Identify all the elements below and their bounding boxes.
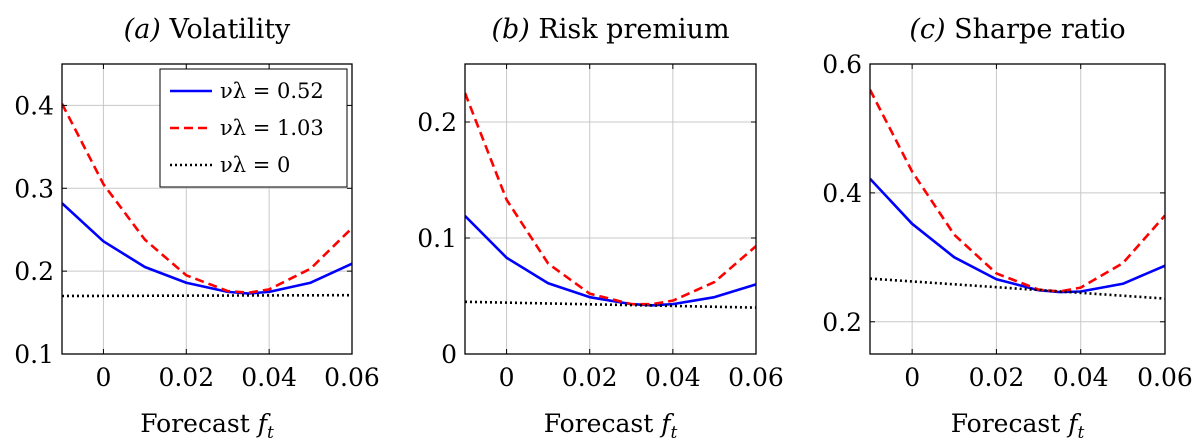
- series-line-0: [870, 177, 1165, 294]
- plot-frame: [464, 63, 757, 355]
- panel-title: (b) Risk premium: [491, 14, 729, 45]
- x-axis-label-symbol: f: [659, 409, 674, 438]
- series-line-2: [62, 293, 352, 298]
- y-tick-label: 0.1: [417, 224, 457, 253]
- x-tick-label: 0.06: [728, 363, 784, 392]
- plot-frame: [61, 63, 353, 355]
- x-tick-label: 0.04: [1053, 363, 1109, 392]
- legend-entry-2: νλ = 0: [220, 153, 290, 177]
- legend-entry-0: νλ = 0.52: [220, 79, 324, 103]
- series-line-1: [465, 92, 756, 306]
- series-line-2: [465, 300, 756, 309]
- panel-2: 0 0.02 0.04 0.06 0.2 0.4 0.6 (c) Sharpe ratio Fo…: [822, 14, 1193, 438]
- panel-tag: (a): [124, 14, 161, 45]
- x-axis-label-symbol: f: [1066, 409, 1081, 438]
- panel-1: 0 0.02 0.04 0.06 0 0.1 0.2 (b) Risk premium Fore…: [417, 14, 784, 438]
- series-line-0: [62, 202, 352, 295]
- x-tick-label: 0.02: [562, 363, 618, 392]
- y-tick-label: 0.1: [14, 340, 54, 369]
- x-tick-label: 0: [904, 363, 920, 392]
- x-tick-label: 0: [95, 363, 111, 392]
- y-tick-label: 0.4: [14, 91, 54, 120]
- x-axis-label-text: Forecast: [951, 409, 1061, 438]
- y-tick-label: 0: [441, 340, 457, 369]
- panel-title-text: Risk premium: [538, 14, 729, 45]
- y-tick-label: 0.2: [14, 257, 54, 286]
- x-axis-label-symbol: f: [256, 409, 271, 438]
- panel-title-text: Sharpe ratio: [954, 14, 1125, 45]
- panel-tag: (b): [491, 14, 529, 45]
- x-tick-label: 0.04: [241, 363, 297, 392]
- y-tick-label: 0.3: [14, 174, 54, 203]
- x-tick-label: 0.06: [1137, 363, 1193, 392]
- legend-entry-1: νλ = 1.03: [220, 116, 324, 140]
- x-tick-label: 0.04: [645, 363, 701, 392]
- y-tick-label: 0.2: [417, 108, 457, 137]
- legend: νλ = 0.52 νλ = 1.03 νλ = 0: [159, 68, 348, 188]
- y-tick-label: 0.4: [822, 179, 862, 208]
- series-line-0: [465, 215, 756, 307]
- x-axis-label-subscript: t: [1077, 423, 1084, 438]
- panel-0: 0 0.02 0.04 0.06 0.1 0.2 0.3 0.4 (a) Volatility F…: [14, 14, 380, 438]
- x-axis-label-subscript: t: [670, 423, 677, 438]
- y-tick-label: 0.6: [822, 50, 862, 79]
- x-axis-label-subscript: t: [267, 423, 274, 438]
- x-axis-label: Forecast ft: [544, 409, 678, 438]
- x-axis-label-text: Forecast: [544, 409, 654, 438]
- x-axis-label: Forecast ft: [951, 409, 1085, 438]
- x-tick-label: 0.02: [969, 363, 1025, 392]
- plot-frame: [869, 63, 1166, 355]
- series-line-1: [870, 89, 1165, 293]
- series-line-1: [62, 103, 352, 294]
- panel-title-text: Volatility: [168, 14, 291, 45]
- series-line-2: [870, 277, 1165, 300]
- panel-tag: (c): [909, 14, 945, 45]
- x-axis-label: Forecast ft: [140, 409, 274, 438]
- panel-title: (a) Volatility: [124, 14, 291, 45]
- panel-title: (c) Sharpe ratio: [909, 14, 1125, 45]
- x-tick-label: 0.02: [158, 363, 214, 392]
- x-axis-label-text: Forecast: [140, 409, 250, 438]
- y-tick-label: 0.2: [822, 308, 862, 337]
- x-tick-label: 0: [499, 363, 515, 392]
- x-tick-label: 0.06: [324, 363, 380, 392]
